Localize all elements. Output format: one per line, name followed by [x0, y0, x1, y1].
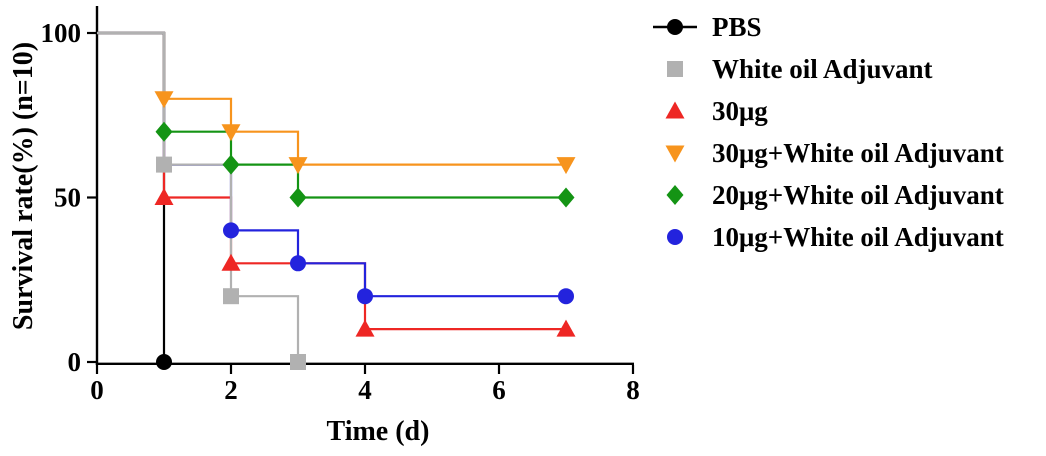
- legend-label: PBS: [712, 11, 762, 42]
- series-marker-circle: [558, 288, 574, 305]
- series-marker-square: [290, 354, 306, 370]
- series-marker-square: [223, 288, 239, 305]
- legend-marker-square: [667, 61, 683, 77]
- series-marker-square: [156, 156, 172, 173]
- legend-item: 30μg+White oil Adjuvant: [651, 138, 1004, 168]
- series-marker-triangle-down: [288, 157, 308, 175]
- series-marker-circle: [156, 354, 172, 370]
- series-marker-circle: [357, 288, 373, 305]
- legend-label: White oil Adjuvant: [712, 53, 933, 84]
- series-marker-triangle-up: [556, 319, 576, 337]
- legend-label: 20μg+White oil Adjuvant: [712, 179, 1004, 210]
- y-tick-label: 0: [68, 347, 82, 377]
- series-marker-diamond: [155, 121, 173, 142]
- series-marker-triangle-up: [355, 319, 375, 337]
- legend-item: 30μg: [651, 96, 1004, 126]
- legend-label: 30μg: [712, 95, 768, 126]
- legend-label: 10μg+White oil Adjuvant: [712, 221, 1004, 252]
- legend: PBS White oil Adjuvant 30μg 30μg+White oil …: [651, 12, 1004, 252]
- series-marker-triangle-up: [221, 253, 241, 271]
- legend-item: 10μg+White oil Adjuvant: [651, 222, 1004, 252]
- x-tick-label: 0: [90, 375, 104, 405]
- y-tick-label: 50: [54, 183, 81, 213]
- y-axis-title: Survival rate(%) (n=10): [8, 41, 39, 331]
- series-line-0: [97, 31, 166, 362]
- legend-marker-circle: [653, 19, 697, 35]
- legend-item: PBS: [651, 12, 1004, 42]
- series-marker-diamond: [289, 187, 307, 208]
- legend-marker-triangle-up: [665, 101, 685, 119]
- series-marker-triangle-down: [556, 157, 576, 175]
- x-tick-label: 8: [626, 375, 640, 405]
- series-marker-triangle-down: [221, 124, 241, 142]
- series-line-2: [97, 31, 566, 331]
- x-tick-label: 6: [492, 375, 506, 405]
- series-marker-diamond: [557, 187, 575, 208]
- axes: [87, 6, 635, 374]
- legend-label: 30μg+White oil Adjuvant: [712, 137, 1004, 168]
- x-axis-title: Time (d): [326, 416, 430, 447]
- series-marker-triangle-down: [154, 91, 174, 109]
- series-line-4: [97, 31, 566, 199]
- series-marker-diamond: [222, 154, 240, 175]
- legend-marker-triangle-down: [665, 145, 685, 163]
- x-tick-label: 4: [358, 375, 372, 405]
- legend-item: White oil Adjuvant: [651, 54, 1004, 84]
- series-marker-triangle-up: [154, 188, 174, 205]
- legend-marker-circle: [667, 229, 683, 245]
- y-tick-label: 100: [41, 18, 82, 48]
- series-marker-circle: [290, 255, 306, 272]
- legend-item: 20μg+White oil Adjuvant: [651, 180, 1004, 210]
- series-marker-circle: [223, 222, 239, 239]
- legend-marker-diamond: [666, 185, 684, 205]
- x-tick-label: 2: [224, 375, 238, 405]
